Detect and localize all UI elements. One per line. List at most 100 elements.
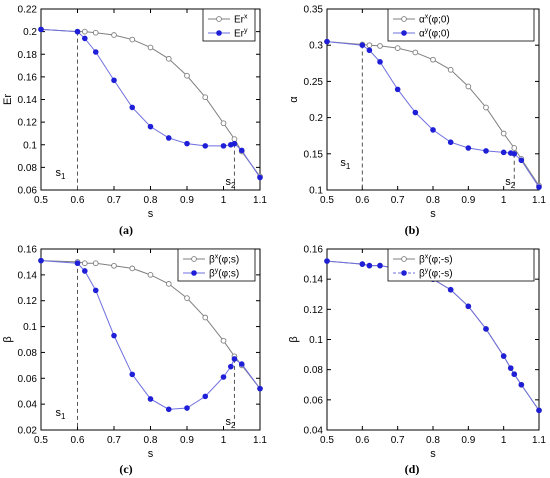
data-point — [220, 143, 227, 149]
y-tick-label: 0.06 — [304, 395, 324, 406]
data-point — [447, 139, 454, 146]
x-tick-label: 1 — [501, 195, 507, 206]
data-point — [483, 326, 489, 332]
data-point — [129, 371, 136, 378]
annotation-label: s2 — [225, 416, 236, 430]
x-tick-label: 0.9 — [180, 435, 194, 446]
legend-marker — [401, 256, 407, 262]
y-tick-label: 0.08 — [304, 365, 324, 376]
y-tick-label: 0.06 — [18, 374, 38, 385]
y-tick-label: 0.04 — [18, 400, 38, 411]
data-point — [536, 407, 542, 414]
x-tick-label: 0.7 — [391, 195, 405, 206]
data-point — [465, 145, 472, 151]
data-point — [111, 77, 117, 84]
panel-label: (c) — [119, 462, 132, 476]
data-point — [38, 26, 44, 33]
x-tick-label: 0.5 — [320, 195, 334, 206]
data-point — [81, 28, 88, 35]
data-point — [359, 42, 366, 49]
data-point — [518, 381, 525, 388]
data-point — [359, 261, 366, 267]
legend-label: Ery — [234, 28, 248, 40]
chart-panel-3: 0.5 0.6 0.7 0.8 0.9 1 1.1 0.02 0.04 0.06 0.08 0.1 0.… — [2, 245, 267, 477]
x-tick-label: 1.1 — [532, 195, 546, 206]
y-tick-label: 0.3 — [309, 41, 323, 52]
x-axis-label: s — [430, 448, 436, 460]
data-point — [324, 258, 330, 264]
legend-label: βy(φ;s) — [209, 268, 239, 280]
legend-marker — [401, 16, 407, 22]
chart-panel-1: 0.5 0.6 0.7 0.8 0.9 1 1.1 0.06 0.08 0.1 0.12 0.14 0.… — [2, 5, 267, 238]
data-point — [511, 371, 518, 377]
legend-box — [387, 248, 535, 282]
x-tick-label: 0.8 — [426, 435, 440, 446]
data-point — [184, 72, 190, 79]
data-point — [92, 29, 99, 36]
data-point — [202, 143, 209, 149]
data-point — [202, 314, 209, 321]
data-point — [231, 136, 238, 142]
x-tick-label: 1.1 — [253, 195, 267, 206]
x-axis-label: s — [148, 208, 154, 220]
data-point — [483, 104, 489, 111]
y-tick-label: 0.04 — [304, 426, 324, 437]
data-point — [147, 123, 154, 130]
y-tick-label: 0.14 — [18, 270, 38, 281]
y-tick-label: 0.14 — [18, 95, 38, 106]
x-tick-label: 0.9 — [180, 195, 194, 206]
legend-box — [202, 8, 256, 42]
y-tick-label: 0.16 — [18, 72, 38, 83]
legend: Erx Ery — [202, 8, 256, 42]
legend-label: αy(φ;0) — [419, 28, 450, 40]
x-tick-label: 0.9 — [461, 195, 475, 206]
annotation-label: s1 — [56, 407, 67, 421]
x-axis-label: s — [148, 448, 154, 460]
x-tick-label: 0.7 — [107, 435, 121, 446]
data-point — [507, 365, 514, 371]
series-y — [324, 38, 542, 190]
x-tick-label: 0.5 — [34, 435, 48, 446]
panel-label: (d) — [405, 462, 420, 476]
data-point — [165, 406, 172, 413]
data-point — [111, 332, 117, 339]
x-tick-label: 0.6 — [71, 195, 85, 206]
data-point — [231, 140, 238, 147]
y-tick-label: 0.16 — [304, 245, 324, 256]
data-point — [82, 35, 88, 42]
data-point — [500, 353, 507, 359]
legend-label: αx(φ;0) — [419, 14, 450, 26]
data-point — [447, 286, 454, 293]
data-point — [228, 363, 234, 370]
data-point — [147, 396, 154, 402]
y-tick-label: 0.12 — [18, 118, 38, 129]
x-axis-label: s — [430, 208, 436, 220]
y-tick-label: 0.22 — [18, 5, 38, 16]
data-point — [511, 145, 518, 151]
x-tick-label: 0.5 — [34, 195, 48, 206]
y-tick-label: 0.15 — [304, 149, 324, 160]
x-tick-label: 0.7 — [107, 195, 121, 206]
data-point — [184, 295, 190, 301]
legend: βx(φ;s) βy(φ;s) — [177, 248, 256, 282]
data-point — [394, 45, 401, 51]
chart-panel-2: 0.5 0.6 0.7 0.8 0.9 1 1.1 0.1 0.15 0.2 0.25 0.3 0.35… — [288, 5, 546, 238]
data-point — [536, 184, 542, 190]
y-tick-label: 0.08 — [18, 348, 38, 359]
x-tick-label: 1.1 — [253, 435, 267, 446]
x-tick-label: 0.9 — [461, 435, 475, 446]
data-point — [257, 385, 263, 392]
y-tick-label: 0.18 — [18, 50, 38, 61]
data-point — [430, 127, 436, 133]
legend-marker — [216, 16, 222, 22]
x-tick-label: 0.8 — [144, 435, 158, 446]
x-tick-label: 0.8 — [144, 195, 158, 206]
x-tick-label: 1 — [221, 195, 227, 206]
data-point — [366, 262, 373, 269]
x-tick-label: 0.6 — [355, 435, 369, 446]
data-point — [92, 287, 99, 294]
data-point — [147, 44, 154, 51]
data-point — [92, 49, 99, 55]
data-point — [220, 374, 227, 380]
legend: βx(φ;-s) βy(φ;-s) — [387, 248, 535, 282]
